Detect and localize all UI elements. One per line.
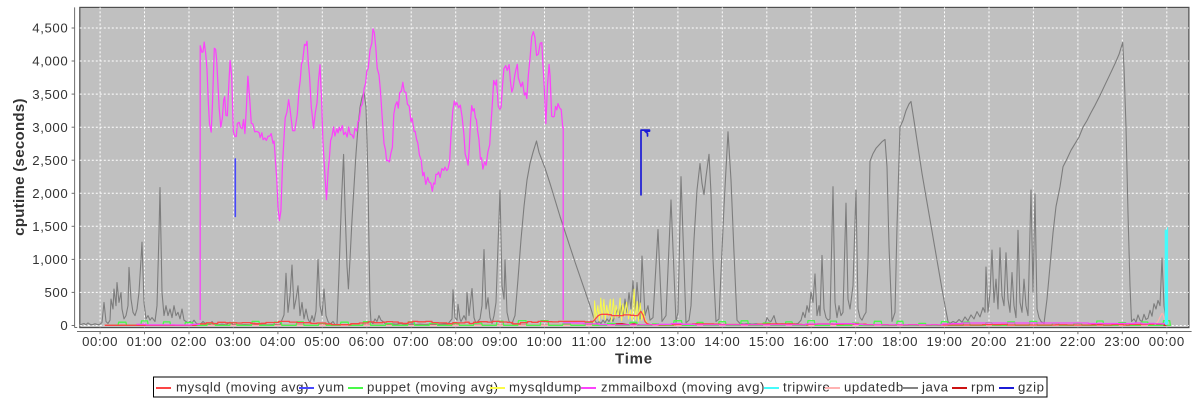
svg-text:02:00: 02:00	[171, 334, 207, 349]
svg-text:16:00: 16:00	[793, 334, 829, 349]
svg-text:06:00: 06:00	[349, 334, 385, 349]
svg-text:22:00: 22:00	[1060, 334, 1096, 349]
svg-text:03:00: 03:00	[215, 334, 251, 349]
svg-text:20:00: 20:00	[971, 334, 1007, 349]
svg-text:zmmailboxd (moving avg): zmmailboxd (moving avg)	[601, 380, 765, 395]
svg-text:mysqld (moving avg): mysqld (moving avg)	[176, 380, 309, 395]
svg-text:07:00: 07:00	[393, 334, 429, 349]
svg-text:yum: yum	[318, 380, 345, 395]
svg-text:2,500: 2,500	[32, 153, 68, 168]
svg-text:18:00: 18:00	[882, 334, 918, 349]
svg-text:java: java	[921, 380, 949, 395]
svg-text:23:00: 23:00	[1104, 334, 1140, 349]
svg-text:mysqldump: mysqldump	[509, 380, 582, 395]
svg-text:08:00: 08:00	[438, 334, 474, 349]
svg-text:01:00: 01:00	[126, 334, 162, 349]
svg-text:0: 0	[60, 318, 68, 333]
svg-text:12:00: 12:00	[615, 334, 651, 349]
svg-text:4,500: 4,500	[32, 21, 68, 36]
svg-text:Time: Time	[615, 351, 653, 368]
svg-text:13:00: 13:00	[660, 334, 696, 349]
svg-text:1,000: 1,000	[32, 252, 68, 267]
svg-text:updatedb: updatedb	[844, 380, 904, 395]
svg-text:15:00: 15:00	[749, 334, 785, 349]
svg-text:1,500: 1,500	[32, 219, 68, 234]
svg-text:gzip: gzip	[1018, 380, 1045, 395]
svg-text:4,000: 4,000	[32, 54, 68, 69]
svg-text:2,000: 2,000	[32, 186, 68, 201]
svg-text:500: 500	[44, 285, 68, 300]
svg-text:14:00: 14:00	[704, 334, 740, 349]
svg-text:19:00: 19:00	[926, 334, 962, 349]
svg-text:17:00: 17:00	[838, 334, 874, 349]
svg-text:21:00: 21:00	[1015, 334, 1051, 349]
svg-text:00:00: 00:00	[1149, 334, 1185, 349]
svg-text:05:00: 05:00	[304, 334, 340, 349]
svg-text:11:00: 11:00	[571, 334, 606, 349]
svg-text:3,000: 3,000	[32, 120, 68, 135]
svg-text:cputime (seconds): cputime (seconds)	[11, 98, 28, 236]
svg-text:09:00: 09:00	[482, 334, 518, 349]
svg-text:puppet (moving avg): puppet (moving avg)	[367, 380, 499, 395]
svg-text:00:00: 00:00	[82, 334, 118, 349]
svg-text:tripwire: tripwire	[783, 380, 830, 395]
svg-text:3,500: 3,500	[32, 87, 68, 102]
svg-text:rpm: rpm	[971, 380, 996, 395]
svg-text:10:00: 10:00	[526, 334, 562, 349]
svg-text:04:00: 04:00	[260, 334, 296, 349]
